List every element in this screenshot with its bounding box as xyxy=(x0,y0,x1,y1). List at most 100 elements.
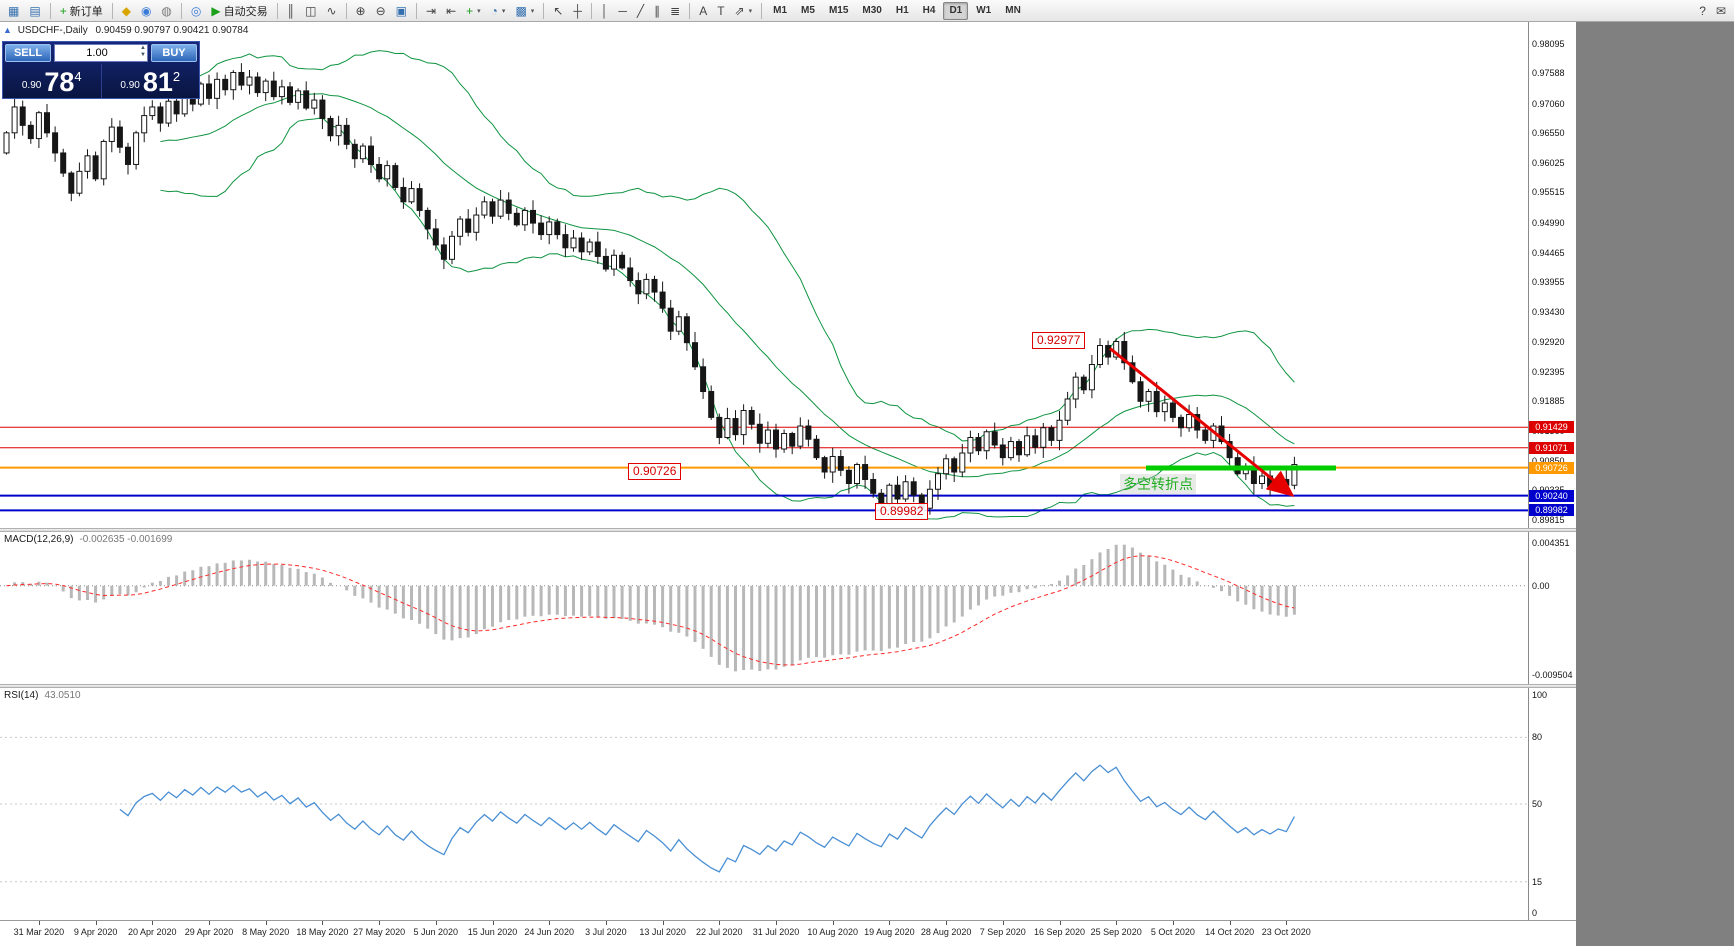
templates-glyph: ▩ xyxy=(515,2,526,20)
date-tick xyxy=(1173,921,1174,925)
price-axis-label: 0.92920 xyxy=(1532,337,1565,347)
high-price-label[interactable]: 0.92977 xyxy=(1032,332,1085,349)
sell-button[interactable]: SELL xyxy=(5,44,51,62)
macd-axis-label: -0.009504 xyxy=(1532,670,1573,680)
vertical-line-icon[interactable]: │ xyxy=(597,1,613,21)
macd-histogram xyxy=(7,545,1295,672)
cursor-icon-glyph: ↖ xyxy=(553,2,563,20)
algo-trading-icon[interactable]: ◉ xyxy=(137,1,155,21)
zoom-in-icon[interactable]: ⊕ xyxy=(352,1,370,21)
trendline-icon-glyph: ╱ xyxy=(637,2,644,20)
timeframe-w1[interactable]: W1 xyxy=(970,2,997,20)
arrows-icon-glyph: ⇗ xyxy=(735,2,745,20)
volume-input[interactable] xyxy=(55,46,147,60)
metaeditor-icon[interactable]: ◆ xyxy=(118,1,135,21)
date-tick xyxy=(209,921,210,925)
buy-price-button[interactable]: 0.90 81 2 xyxy=(101,64,200,98)
new-order-glyph: + xyxy=(60,2,67,20)
text-label-icon[interactable]: T xyxy=(713,1,728,21)
fibonacci-icon[interactable]: ≣ xyxy=(666,1,684,21)
spin-up-icon[interactable]: ▲ xyxy=(140,45,146,52)
timeframe-h4[interactable]: H4 xyxy=(917,2,942,20)
autotrading-glyph: ▶ xyxy=(211,2,220,20)
macd-chart xyxy=(0,532,1576,684)
chevron-down-icon: ▾ xyxy=(502,7,506,15)
trendline-icon[interactable]: ╱ xyxy=(633,1,648,21)
rsi-chart xyxy=(0,688,1576,920)
trend-arrow[interactable] xyxy=(1110,348,1292,495)
market-watch-icon[interactable]: ◍ xyxy=(157,1,175,21)
indicators-button[interactable]: +▾ xyxy=(462,1,485,21)
timeframe-h1[interactable]: H1 xyxy=(890,2,915,20)
spin-down-icon[interactable]: ▼ xyxy=(140,52,146,59)
date-tick xyxy=(833,921,834,925)
toolbar-separator xyxy=(112,3,113,19)
autotrading-button[interactable]: ▶自动交易 xyxy=(207,1,271,21)
date-tick xyxy=(663,921,664,925)
new-chart-icon[interactable]: ▦ xyxy=(4,1,23,21)
horizontal-line-icon[interactable]: ─ xyxy=(614,1,631,21)
price-axis-label: 0.92395 xyxy=(1532,367,1565,377)
price-axis-label: 0.96550 xyxy=(1532,128,1565,138)
chevron-down-icon: ▾ xyxy=(477,7,481,15)
sell-price-button[interactable]: 0.90 78 4 xyxy=(3,64,101,98)
timeframe-d1[interactable]: D1 xyxy=(943,2,968,20)
indicators-glyph: + xyxy=(466,2,473,20)
date-tick xyxy=(96,921,97,925)
bar-chart-icon[interactable]: ║ xyxy=(283,1,300,21)
price-axis-label: 0.96025 xyxy=(1532,158,1565,168)
rsi-axis-label: 80 xyxy=(1532,732,1542,742)
buy-button[interactable]: BUY xyxy=(151,44,197,62)
trade-panel-collapse-button[interactable]: ▲ xyxy=(3,25,12,35)
timeframe-m1[interactable]: M1 xyxy=(767,2,793,20)
date-label: 23 Oct 2020 xyxy=(1246,927,1326,937)
line-chart-icon[interactable]: ∿ xyxy=(322,1,340,21)
notifications-icon-glyph: ✉ xyxy=(1716,2,1726,20)
toolbar-separator xyxy=(181,3,182,19)
price-axis-label: 0.91885 xyxy=(1532,396,1565,406)
sell-price-big: 78 xyxy=(44,70,74,95)
zoom-out-icon[interactable]: ⊖ xyxy=(372,1,390,21)
date-tick xyxy=(1286,921,1287,925)
profiles-icon[interactable]: ▤ xyxy=(25,1,44,21)
templates-button[interactable]: ▩▾ xyxy=(511,1,538,21)
macd-axis-label: 0.004351 xyxy=(1532,538,1570,548)
line-chart-icon-glyph: ∿ xyxy=(326,2,336,20)
chart-shift-icon[interactable]: ⇤ xyxy=(442,1,460,21)
low-price-label[interactable]: 0.89982 xyxy=(875,503,928,520)
buy-price-prefix: 0.90 xyxy=(120,80,139,91)
macd-name: MACD(12,26,9) xyxy=(4,534,73,545)
candles xyxy=(4,63,1297,515)
price-axis-label: 0.95515 xyxy=(1532,187,1565,197)
pivot-note-text[interactable]: 多空转折点 xyxy=(1120,474,1196,494)
volume-spinner[interactable]: ▲▼ xyxy=(140,45,146,59)
candlestick-icon[interactable]: ◫ xyxy=(301,1,320,21)
macd-title: MACD(12,26,9)-0.002635 -0.001699 xyxy=(4,534,172,545)
text-icon-glyph: A xyxy=(699,2,707,20)
chart-ohlc-values: 0.90459 0.90797 0.90421 0.90784 xyxy=(95,25,248,36)
search-icon[interactable]: ? xyxy=(1695,1,1710,21)
toolbar-separator xyxy=(761,3,762,19)
globe-icon[interactable]: ◎ xyxy=(187,1,205,21)
notifications-icon[interactable]: ✉ xyxy=(1712,1,1730,21)
cursor-icon[interactable]: ↖ xyxy=(549,1,567,21)
support-price-label[interactable]: 0.90726 xyxy=(628,463,681,480)
text-icon[interactable]: A xyxy=(695,1,711,21)
timeframe-m15[interactable]: M15 xyxy=(823,2,854,20)
timeframe-mn[interactable]: MN xyxy=(999,2,1027,20)
date-tick xyxy=(606,921,607,925)
new-order-button[interactable]: +新订单 xyxy=(56,1,107,21)
timeframe-m5[interactable]: M5 xyxy=(795,2,821,20)
buy-price-sup: 2 xyxy=(173,70,180,83)
date-tick xyxy=(549,921,550,925)
channel-icon[interactable]: ∥ xyxy=(650,1,664,21)
date-tick xyxy=(946,921,947,925)
volume-field[interactable]: ▲▼ xyxy=(54,44,148,62)
tile-windows-icon[interactable]: ▣ xyxy=(392,1,411,21)
timeframe-m30[interactable]: M30 xyxy=(856,2,887,20)
crosshair-icon[interactable]: ┼ xyxy=(569,1,586,21)
autoscroll-icon[interactable]: ⇥ xyxy=(422,1,440,21)
arrows-icon[interactable]: ⇗▾ xyxy=(731,1,757,21)
periods-button[interactable]: ◔▾ xyxy=(487,1,510,21)
